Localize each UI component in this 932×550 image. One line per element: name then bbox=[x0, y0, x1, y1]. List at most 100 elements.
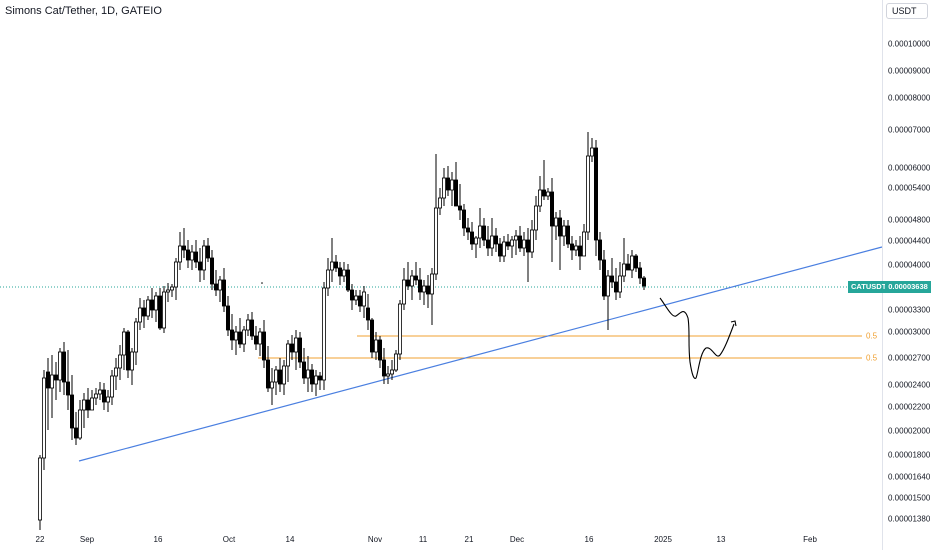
candle-body bbox=[602, 259, 607, 297]
candle-body bbox=[497, 243, 502, 257]
price-axis-label: 0.00001800 bbox=[888, 450, 931, 460]
candle-body bbox=[213, 283, 218, 291]
projection-arrow-icon bbox=[730, 320, 737, 327]
candle-body bbox=[50, 374, 55, 389]
candle-body bbox=[369, 319, 374, 353]
candle-body bbox=[425, 285, 430, 295]
candle-body bbox=[333, 261, 338, 269]
candle-body bbox=[558, 217, 563, 237]
candle-body bbox=[598, 239, 603, 261]
candle-body bbox=[518, 235, 523, 249]
candle-body bbox=[509, 239, 514, 247]
candle-body bbox=[133, 321, 138, 353]
candle-body bbox=[217, 279, 222, 291]
candle-body bbox=[46, 371, 51, 389]
symbol-title[interactable]: Simons Cat/Tether, 1D, GATEIO bbox=[5, 5, 162, 17]
candle-body bbox=[102, 389, 107, 403]
candle-body bbox=[349, 289, 354, 301]
candle-body bbox=[365, 307, 370, 321]
candle-body bbox=[642, 277, 647, 287]
fib-level-label: 0.5 bbox=[866, 353, 878, 363]
candle-body bbox=[261, 331, 266, 361]
candle-body bbox=[441, 177, 446, 199]
candle-body bbox=[293, 337, 298, 353]
price-axis-label: 0.00007000 bbox=[888, 125, 931, 135]
candle-body bbox=[129, 351, 134, 371]
candle-body bbox=[638, 267, 643, 279]
candle-body bbox=[385, 373, 390, 377]
time-axis-label: Nov bbox=[367, 535, 383, 544]
candle-body bbox=[546, 191, 551, 197]
candle-body bbox=[618, 275, 623, 293]
last-price-symbol-badge: CATUSDT bbox=[848, 281, 890, 293]
time-axis-label: Feb bbox=[803, 535, 817, 544]
candle-body bbox=[110, 375, 115, 398]
candle-body bbox=[522, 239, 527, 249]
candle-body bbox=[578, 245, 583, 257]
candle-body bbox=[301, 361, 306, 379]
candle-body bbox=[574, 245, 579, 251]
price-axis-label: 0.00004400 bbox=[888, 236, 931, 246]
price-axis-label: 0.00010000 bbox=[888, 39, 931, 49]
candle-body bbox=[86, 399, 91, 411]
candle-body bbox=[554, 217, 559, 227]
currency-button[interactable]: USDT bbox=[886, 3, 928, 19]
candle-body bbox=[185, 249, 190, 261]
candle-body bbox=[74, 427, 79, 439]
candle-body bbox=[345, 269, 350, 291]
candle-body bbox=[453, 179, 458, 207]
candle-body bbox=[245, 319, 250, 331]
time-axis-label: Oct bbox=[222, 535, 236, 544]
time-axis-label: Dec bbox=[509, 535, 525, 544]
candle-body bbox=[173, 261, 178, 288]
candle-body bbox=[62, 351, 67, 383]
candle-body bbox=[461, 209, 466, 229]
candle-body bbox=[189, 251, 194, 261]
candle-body bbox=[126, 331, 131, 371]
candle-body bbox=[501, 241, 506, 257]
candle-body bbox=[221, 279, 226, 307]
time-axis-label: Sep bbox=[79, 535, 95, 544]
price-axis-label: 0.00001380 bbox=[888, 514, 931, 524]
candle-body bbox=[393, 353, 398, 371]
price-axis[interactable] bbox=[882, 0, 932, 550]
candle-body bbox=[177, 245, 182, 263]
candle-body bbox=[562, 225, 567, 237]
price-axis-label: 0.00002000 bbox=[888, 426, 931, 436]
candle-body bbox=[505, 241, 510, 247]
price-axis-label: 0.00001500 bbox=[888, 493, 931, 503]
candle-body bbox=[153, 295, 158, 311]
candle-body bbox=[285, 343, 290, 367]
time-axis-label: 16 bbox=[584, 535, 594, 544]
candle-body bbox=[401, 279, 406, 305]
marker-dot bbox=[261, 282, 263, 284]
candle-body bbox=[233, 331, 238, 341]
candle-body bbox=[433, 207, 438, 275]
candle-body bbox=[253, 335, 258, 345]
candle-body bbox=[197, 261, 202, 271]
time-axis-label: 14 bbox=[285, 535, 295, 544]
candle-body bbox=[570, 243, 575, 251]
candle-body bbox=[269, 381, 274, 389]
last-price-badge: 0.00003638 bbox=[885, 281, 931, 293]
price-axis-label: 0.00002700 bbox=[888, 353, 931, 363]
candle-body bbox=[145, 299, 150, 317]
candle-body bbox=[405, 279, 410, 287]
time-axis-label: 16 bbox=[153, 535, 163, 544]
candle-body bbox=[201, 245, 206, 271]
candle-body bbox=[317, 375, 322, 381]
candle-body bbox=[377, 339, 382, 361]
price-axis-label: 0.00008000 bbox=[888, 93, 931, 103]
candle-body bbox=[361, 291, 366, 307]
candle-body bbox=[381, 359, 386, 377]
candle-body bbox=[165, 289, 170, 293]
candle-body bbox=[590, 147, 595, 157]
candle-body bbox=[413, 275, 418, 281]
candle-body bbox=[82, 399, 87, 411]
candle-body bbox=[606, 275, 611, 297]
candle-body bbox=[389, 369, 394, 375]
candle-body bbox=[421, 285, 426, 293]
candle-body bbox=[437, 197, 442, 209]
